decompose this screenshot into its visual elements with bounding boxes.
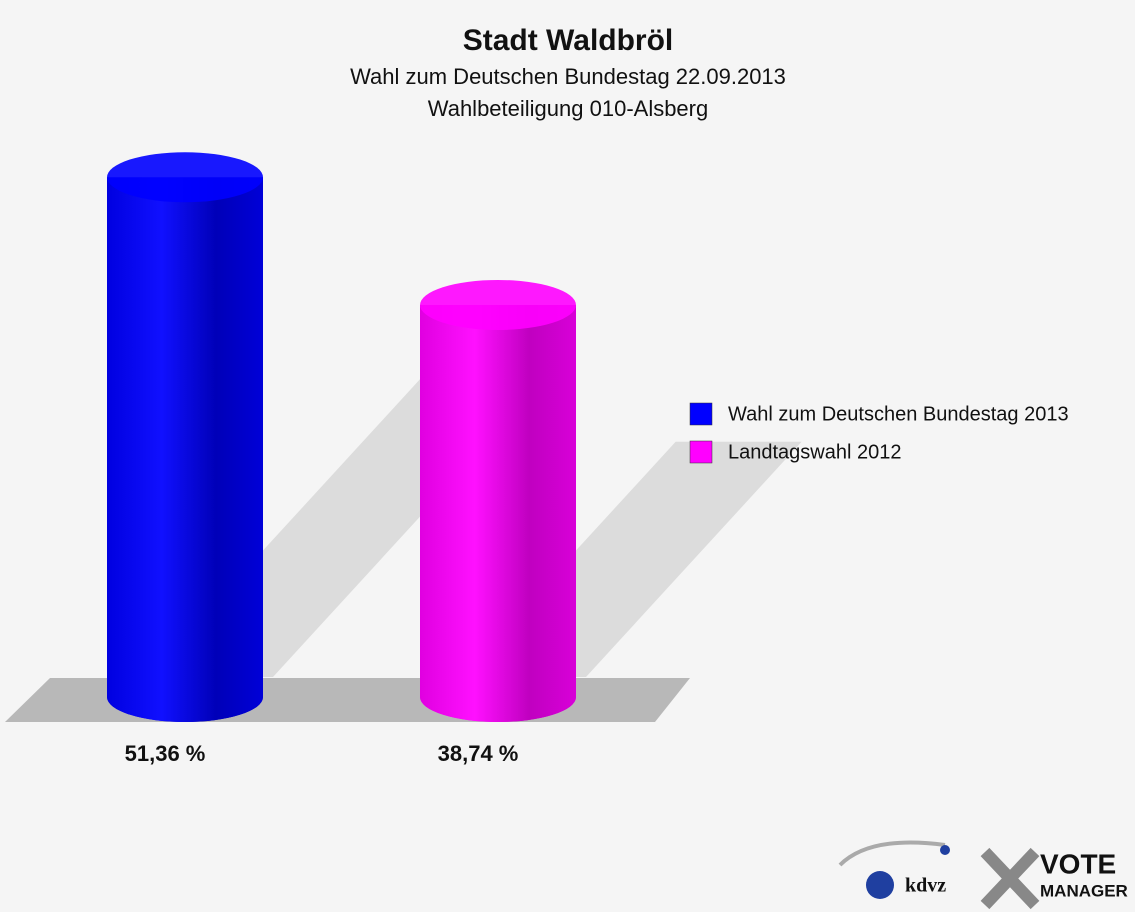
logo: kdvz VOTE MANAGER	[838, 840, 1128, 910]
legend-swatch	[689, 440, 713, 464]
bar-top	[420, 279, 576, 330]
logo-dot	[940, 845, 950, 855]
logo-text: VOTE	[1040, 848, 1116, 879]
bar	[107, 177, 263, 722]
chart-subtitle: Wahlbeteiligung 010-Alsberg	[428, 96, 708, 121]
logo-cross	[980, 847, 1040, 910]
bar-top	[107, 152, 263, 203]
legend-swatch	[689, 402, 713, 426]
value-label: 51,36 %	[125, 741, 206, 766]
chart-subtitle: Wahl zum Deutschen Bundestag 22.09.2013	[350, 64, 786, 89]
legend-label: Wahl zum Deutschen Bundestag 2013	[728, 403, 1069, 425]
value-label: 38,74 %	[438, 741, 519, 766]
bar	[420, 304, 576, 722]
logo-text: kdvz	[905, 875, 946, 897]
logo-dot	[866, 871, 894, 899]
chart-title: Stadt Waldbröl	[463, 24, 674, 57]
logo-swoosh	[838, 840, 946, 867]
logo-text: MANAGER	[1040, 881, 1128, 900]
legend-label: Landtagswahl 2012	[728, 441, 901, 463]
